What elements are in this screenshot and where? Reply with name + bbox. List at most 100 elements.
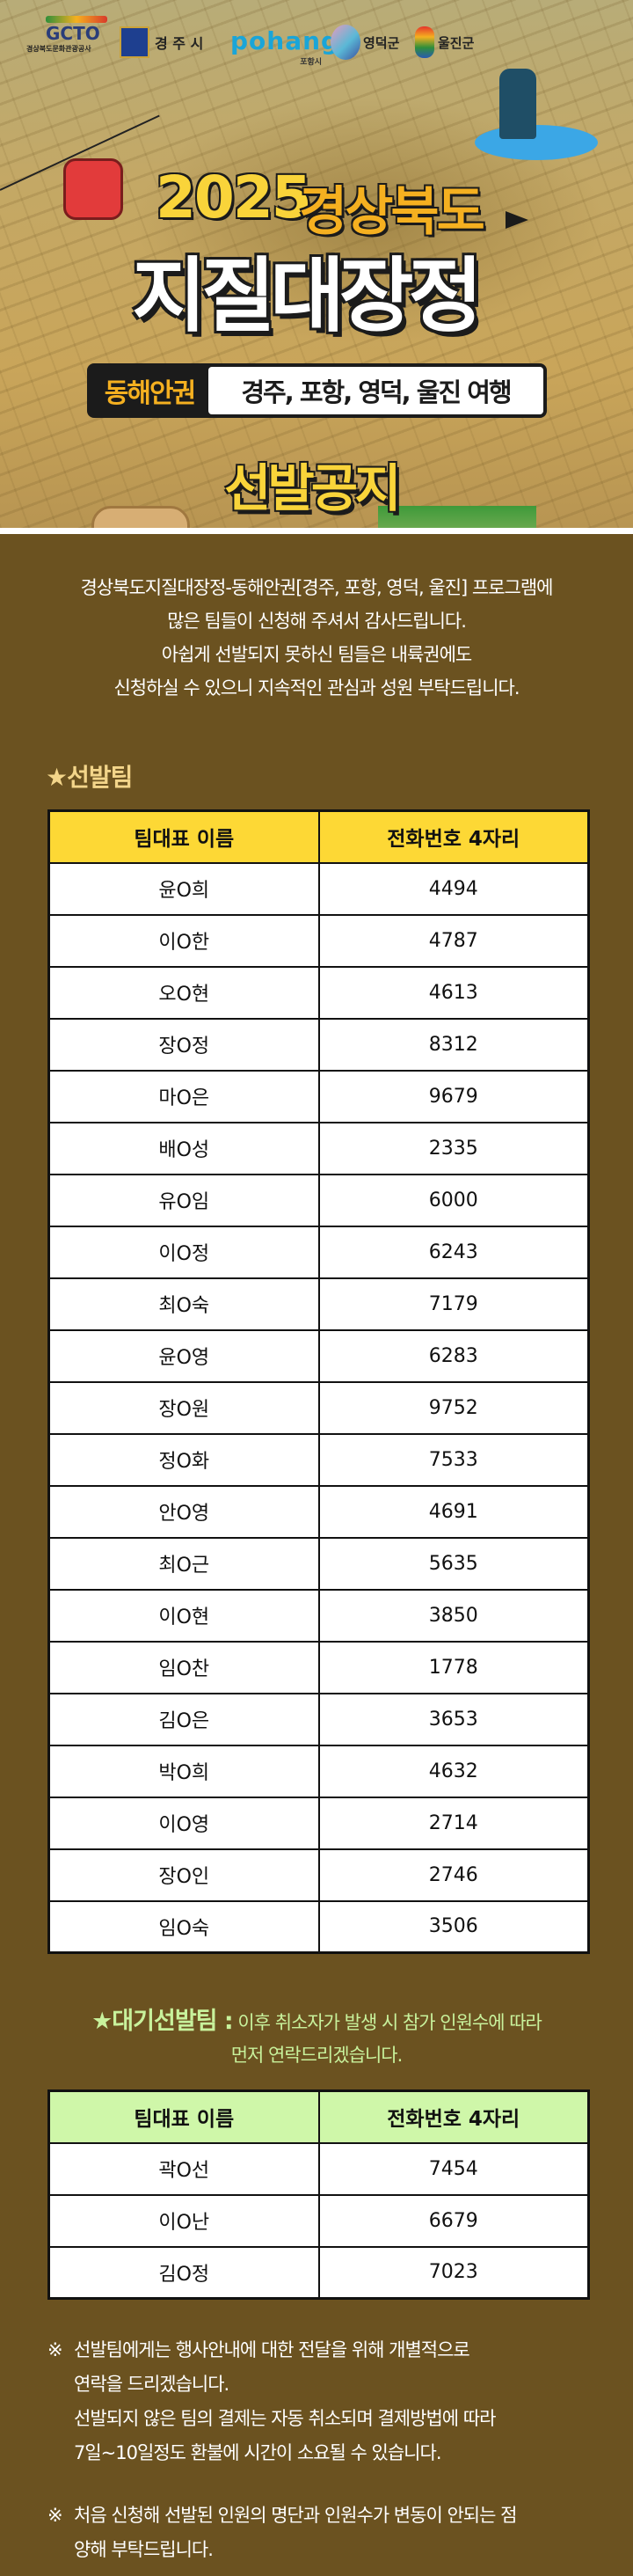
poster-banner: 동해안권 경주, 포항, 영덕, 울진 여행 bbox=[87, 363, 547, 418]
phone-last4: 4787 bbox=[317, 913, 590, 968]
table-row: 오O현 4613 bbox=[47, 965, 590, 1020]
note-item: ※ 처음 신청해 선발된 인원의 명단과 인원수가 변동이 안되는 점 양해 부… bbox=[47, 2499, 633, 2567]
yeongdeok-logo: 영덕군 bbox=[331, 25, 399, 60]
table-row: 이O정 6243 bbox=[47, 1225, 590, 1279]
waitlist-desc: 이후 취소자가 발생 시 참가 인원수에 따라 bbox=[237, 2012, 542, 2033]
poster-title-year: 2025 bbox=[156, 164, 312, 231]
gyeongju-text: 경 주 시 bbox=[155, 35, 204, 52]
reference-mark-icon: ※ bbox=[47, 2505, 63, 2526]
note-line: 양해 부탁드립니다. bbox=[74, 2539, 214, 2560]
phone-last4: 4632 bbox=[317, 1744, 590, 1798]
phone-last4: 2335 bbox=[317, 1121, 590, 1175]
team-leader-name: 이O현 bbox=[47, 1588, 320, 1643]
table-row: 윤O희 4494 bbox=[47, 861, 590, 916]
phone-last4: 4691 bbox=[317, 1484, 590, 1539]
team-leader-name: 정O화 bbox=[47, 1432, 320, 1487]
team-leader-name: 이O영 bbox=[47, 1796, 320, 1850]
table-row: 이O난 6679 bbox=[47, 2193, 590, 2248]
uljin-emblem-icon bbox=[415, 26, 434, 58]
phone-last4: 2714 bbox=[317, 1796, 590, 1850]
team-leader-name: 윤O희 bbox=[47, 861, 320, 916]
table-row: 장O원 9752 bbox=[47, 1380, 590, 1435]
team-leader-name: 이O난 bbox=[47, 2193, 320, 2248]
table-row: 안O영 4691 bbox=[47, 1484, 590, 1539]
table-row: 임O숙 3506 bbox=[47, 1899, 590, 1954]
phone-last4: 4613 bbox=[317, 965, 590, 1020]
note-line: 연락을 드리겠습니다. bbox=[74, 2374, 229, 2395]
phone-last4: 9679 bbox=[317, 1069, 590, 1123]
team-leader-name: 마O은 bbox=[47, 1069, 320, 1123]
pohang-logo: pohang 포항시 bbox=[230, 26, 339, 67]
yeongdeok-text: 영덕군 bbox=[363, 34, 400, 51]
phone-last4: 5635 bbox=[317, 1536, 590, 1591]
phone-last4: 3653 bbox=[317, 1692, 590, 1746]
banner-region: 동해안권 bbox=[104, 378, 196, 409]
phone-last4: 3506 bbox=[317, 1899, 590, 1954]
team-leader-name: 김O정 bbox=[47, 2245, 320, 2300]
gyeongju-logo: 경 주 시 bbox=[120, 26, 203, 58]
table-row: 임O찬 1778 bbox=[47, 1640, 590, 1694]
team-leader-name: 임O숙 bbox=[47, 1899, 320, 1954]
phone-last4: 7023 bbox=[317, 2245, 590, 2300]
phone-last4: 9752 bbox=[317, 1380, 590, 1435]
selected-teams-title: ★선발팀 bbox=[46, 763, 133, 792]
table-row: 이O영 2714 bbox=[47, 1796, 590, 1850]
sea-wave-icon bbox=[475, 125, 598, 160]
column-header-name: 팀대표 이름 bbox=[47, 2089, 320, 2144]
table-row: 장O인 2746 bbox=[47, 1848, 590, 1902]
note-item: ※ 선발팀에게는 행사안내에 대한 전달을 위해 개별적으로 연락을 드리겠습니… bbox=[47, 2333, 633, 2470]
table-row: 김O정 7023 bbox=[47, 2245, 590, 2300]
table-row: 곽O선 7454 bbox=[47, 2141, 590, 2196]
team-leader-name: 최O근 bbox=[47, 1536, 320, 1591]
divider bbox=[0, 528, 633, 534]
banner-cities: 경주, 포항, 영덕, 울진 여행 bbox=[208, 367, 543, 414]
phone-last4: 6283 bbox=[317, 1328, 590, 1383]
table-row: 배O성 2335 bbox=[47, 1121, 590, 1175]
pohang-subtext: 포항시 bbox=[300, 58, 323, 67]
intro-line: 아쉽게 선발되지 못하신 팀들은 내륙권에도 bbox=[161, 644, 472, 665]
table-row: 유O임 6000 bbox=[47, 1173, 590, 1227]
team-leader-name: 최O숙 bbox=[47, 1277, 320, 1331]
team-leader-name: 유O임 bbox=[47, 1173, 320, 1227]
team-leader-name: 안O영 bbox=[47, 1484, 320, 1539]
uljin-logo: 울진군 bbox=[415, 26, 474, 58]
hand-sculpture-icon bbox=[499, 69, 536, 139]
phone-last4: 2746 bbox=[317, 1848, 590, 1902]
team-leader-name: 장O인 bbox=[47, 1848, 320, 1902]
notes: ※ 선발팀에게는 행사안내에 대한 전달을 위해 개별적으로 연락을 드리겠습니… bbox=[0, 2333, 633, 2567]
waitlist-table: 팀대표 이름 전화번호 4자리 곽O선 7454 이O난 6679 김O정 7023 bbox=[47, 2089, 590, 2300]
selected-teams-table: 팀대표 이름 전화번호 4자리 윤O희 4494 이O한 4787 오O현 4613 장O정… bbox=[47, 809, 590, 1954]
poster-title-main: 지질대장정 bbox=[132, 249, 483, 343]
intro-line: 경상북도지질대장정-동해안권[경주, 포항, 영덕, 울진] 프로그램에 bbox=[80, 577, 553, 598]
team-leader-name: 배O성 bbox=[47, 1121, 320, 1175]
intro-text: 경상북도지질대장정-동해안권[경주, 포항, 영덕, 울진] 프로그램에 많은 … bbox=[0, 534, 633, 705]
team-leader-name: 장O원 bbox=[47, 1380, 320, 1435]
team-leader-name: 김O은 bbox=[47, 1692, 320, 1746]
phone-last4: 1778 bbox=[317, 1640, 590, 1694]
cable-car-icon bbox=[63, 158, 123, 220]
gcto-subtext: 경상북도문화관광공사 bbox=[26, 45, 91, 53]
team-leader-name: 곽O선 bbox=[47, 2141, 320, 2196]
phone-last4: 8312 bbox=[317, 1017, 590, 1072]
phone-last4: 4494 bbox=[317, 861, 590, 916]
phone-last4: 7179 bbox=[317, 1277, 590, 1331]
team-leader-name: 박O희 bbox=[47, 1744, 320, 1798]
note-line: 처음 신청해 선발된 인원의 명단과 인원수가 변동이 안되는 점 bbox=[74, 2505, 517, 2526]
team-leader-name: 윤O영 bbox=[47, 1328, 320, 1383]
fossil-shell-icon bbox=[91, 506, 190, 528]
intro-line: 신청하실 수 있으니 지속적인 관심과 성원 부탁드립니다. bbox=[113, 677, 520, 699]
reference-mark-icon: ※ bbox=[47, 2339, 63, 2360]
table-row: 이O현 3850 bbox=[47, 1588, 590, 1643]
flag-icon bbox=[506, 211, 528, 229]
team-leader-name: 이O정 bbox=[47, 1225, 320, 1279]
table-row: 박O희 4632 bbox=[47, 1744, 590, 1798]
column-header-name: 팀대표 이름 bbox=[47, 809, 320, 864]
gcto-logo: GCTO 경상북도문화관광공사 bbox=[26, 16, 107, 54]
team-leader-name: 이O한 bbox=[47, 913, 320, 968]
poster-title-region: 경상북도 bbox=[299, 181, 485, 243]
note-line: 선발팀에게는 행사안내에 대한 전달을 위해 개별적으로 bbox=[74, 2339, 470, 2360]
waitlist-title: ★대기선발팀 : bbox=[91, 2008, 234, 2035]
tree-path-icon bbox=[378, 506, 536, 528]
table-row: 정O화 7533 bbox=[47, 1432, 590, 1487]
team-leader-name: 임O찬 bbox=[47, 1640, 320, 1694]
